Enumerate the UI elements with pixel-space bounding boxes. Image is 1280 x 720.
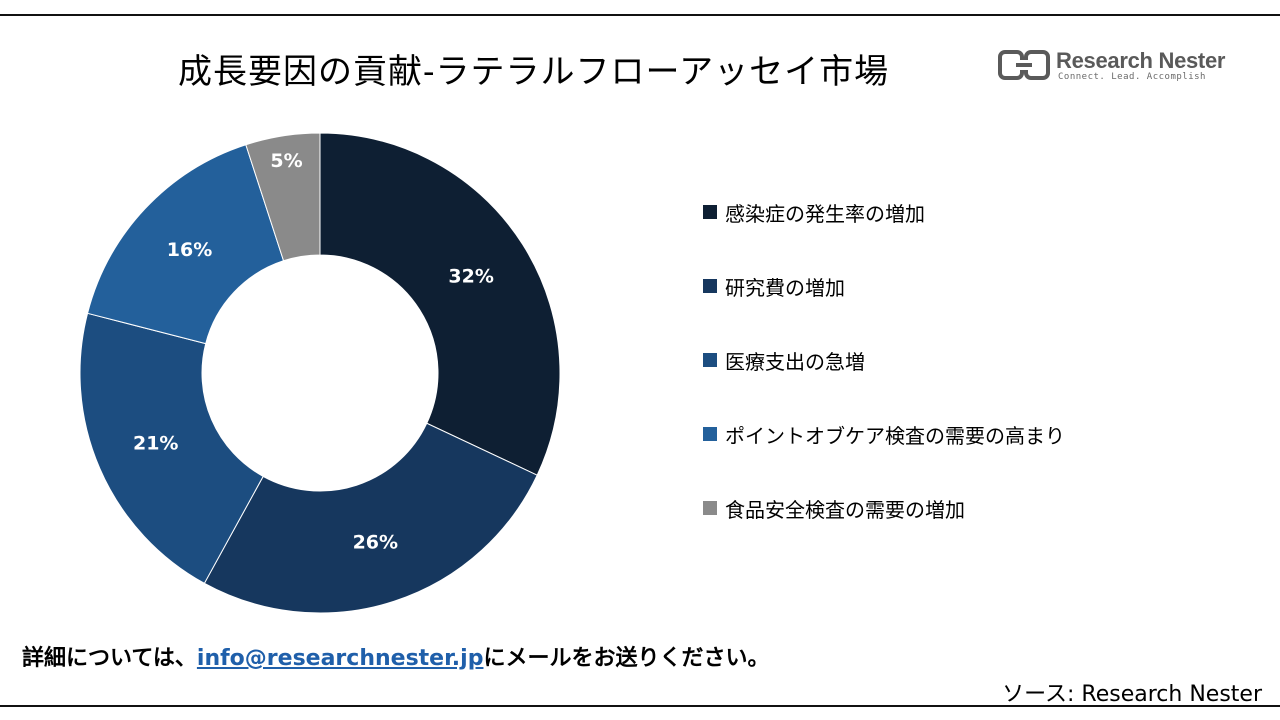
legend-swatch [703,427,717,441]
legend-item: ポイントオブケア検査の需要の高まり [703,420,1065,448]
legend-swatch [703,501,717,515]
donut-slice [245,132,321,262]
slice-value-label: 16% [167,239,212,261]
research-nester-logo: Research Nester Connect. Lead. Accomplis… [998,46,1228,86]
legend-label: 食品安全検査の需要の増加 [725,497,965,522]
legend-label: ポイントオブケア検査の需要の高まり [725,423,1065,448]
legend-swatch [703,205,717,219]
chart-title: 成長要因の貢献-ラテラルフローアッセイ市場 [178,52,890,92]
bottom-rule [0,705,1280,707]
slice-value-label: 5% [270,150,302,172]
legend-label: 感染症の発生率の増加 [725,201,925,226]
source-credit: ソース: Research Nester [1002,682,1262,707]
legend-item: 感染症の発生率の増加 [703,198,925,226]
donut-slice [79,312,264,584]
contact-note-suffix: にメールをお送りください。 [483,646,770,671]
legend-swatch [703,353,717,367]
slice-value-label: 26% [353,532,398,554]
legend-label: 研究費の増加 [725,275,845,300]
contact-note-prefix: 詳細については、 [22,646,197,671]
logo-tagline: Connect. Lead. Accomplish [1058,72,1206,82]
legend-item: 食品安全検査の需要の増加 [703,494,965,522]
contact-email-link[interactable]: info@researchnester.jp [196,646,484,671]
donut-slice [203,422,538,614]
slice-value-label: 32% [448,266,493,288]
donut-slice [319,132,561,476]
legend-swatch [703,279,717,293]
donut-slice-labels: 32% 26% 21% 16% 5% [133,150,494,554]
donut-slices [79,132,561,614]
slice-value-label: 21% [133,433,178,455]
logo-mark-icon [998,50,1050,80]
donut-chart: 32% 26% 21% 16% 5% [79,132,561,614]
legend-item: 医療支出の急増 [703,346,865,374]
top-rule [0,14,1280,16]
contact-note: 詳細については、info@researchnester.jpにメールをお送りくだ… [22,640,769,672]
legend-label: 医療支出の急増 [725,349,865,374]
legend-item: 研究費の増加 [703,272,845,300]
logo-name: Research Nester [1056,48,1226,73]
donut-slice [86,144,285,345]
